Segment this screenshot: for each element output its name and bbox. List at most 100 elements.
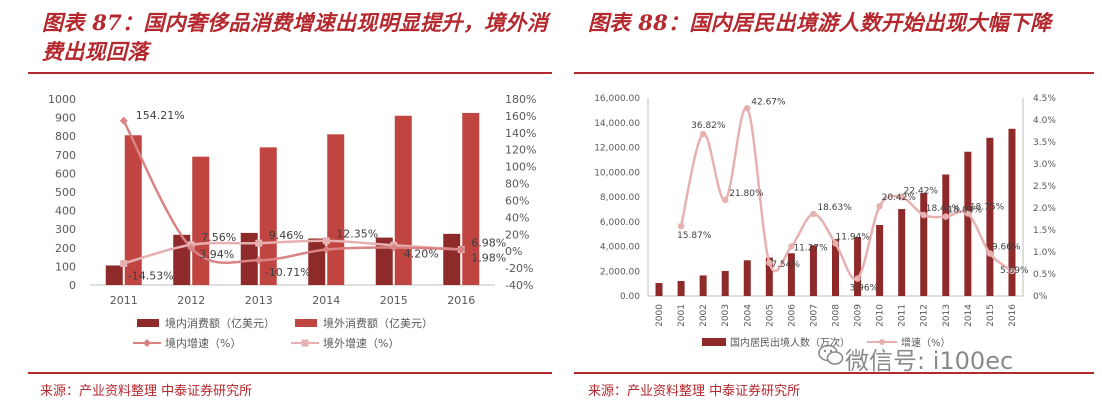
marker-growth-rate [677,222,685,230]
bar-outbound-trips [942,174,950,296]
y-left-tick: 500 [55,186,76,199]
y-right-tick: 120% [505,144,536,157]
x-tick-label: 2012 [920,304,930,327]
y-left-tick: 14,000.00 [594,119,640,129]
y-left-tick: 8,000.00 [600,193,640,203]
y-left-tick: 0.00 [620,292,640,302]
marker-growth-rate [964,210,972,217]
legend-label: 国内居民出境人数（万次） [730,336,850,349]
legend-swatch-overseas [295,319,317,327]
legend-label: 境外消费额（亿美元） [323,316,433,330]
x-tick-label: 2011 [110,294,138,307]
bar-domestic-consumption [443,233,461,285]
y-left-tick: 1000 [48,93,76,106]
y-right-tick: 40% [505,211,529,224]
growth-data-label: 21.80% [729,189,764,199]
bar-outbound-trips [655,283,663,296]
marker-growth-rate [832,240,839,247]
legend-swatch-domestic [137,319,159,327]
bar-outbound-trips [876,224,884,296]
marker-growth-rate [898,194,905,201]
y-left-tick: 6,000.00 [600,218,640,228]
chart-87-svg: 0 100 200 300 400 500 600 700 800 900 1000 -40% -20%… [48,93,536,350]
y-right-tick: 1.5% [1033,226,1056,236]
y-right-tick: 0% [1033,292,1048,302]
marker-growth-rate [1008,267,1016,275]
marker-growth-rate [766,259,773,267]
y-right-tick: -40% [505,279,533,292]
chart-title: 图表 87：国内奢侈品消费增速出现明显提升，境外消费出现回落 [42,10,549,64]
growth-data-label: 154.21% [136,109,185,122]
x-tick-label: 2004 [743,304,753,327]
legend-marker-domestic-growth [143,339,151,347]
y-left-tick: 2,000.00 [600,267,640,277]
growth-data-label: 9.66% [992,242,1021,252]
chart-source: 来源：产业资料整理 中泰证券研究所 [588,384,801,399]
growth-data-label: 18.75% [970,203,1005,213]
bar-domestic-consumption [308,238,326,285]
marker-overseas-growth [322,237,330,245]
y-right-tick: 60% [505,194,529,207]
y-left-tick: 200 [55,242,76,255]
marker-growth-rate [788,243,795,250]
source-rule [28,372,552,374]
bar-overseas-consumption [327,134,345,285]
legend-label: 增速（%） [901,336,951,349]
marker-domestic-growth [119,116,128,125]
chart-panel-88: 图表 88：国内居民出境游人数开始出现大幅下降 0.00 2,000.00 4,00… [574,0,1102,409]
y-left-tick: 700 [55,149,76,162]
marker-growth-rate [876,202,883,210]
growth-data-label: 3.96% [850,284,879,294]
y-right-tick: 3.5% [1033,138,1056,148]
marker-growth-rate [854,275,861,282]
marker-overseas-growth [255,239,263,247]
y-left-tick: 12,000.00 [594,144,640,154]
y-right-tick: 160% [505,110,536,123]
marker-overseas-growth [120,259,128,267]
y-left-tick: 16,000.00 [594,94,640,104]
wechat-icon [818,344,844,365]
growth-data-label: -14.53% [128,269,174,282]
x-tick-label: 2003 [721,304,731,327]
x-tick-label: 2013 [245,294,273,307]
x-tick-label: 2014 [312,294,340,307]
y-right-tick: 2.5% [1033,182,1056,192]
x-tick-label: 2007 [809,304,819,327]
growth-data-label: 9.46% [269,229,304,242]
x-tick-label: 2000 [655,304,665,327]
bar-outbound-trips [986,137,994,296]
bar-outbound-trips [699,275,707,296]
y-left-tick: 600 [55,167,76,180]
y-right-tick: 1.0% [1033,248,1056,258]
bar-domestic-consumption [375,237,393,285]
x-tick-label: 2014 [964,304,974,327]
growth-data-label: 22.42% [904,186,939,196]
marker-domestic-growth [457,245,466,254]
marker-domestic-growth [322,245,331,254]
y-left-tick: 0 [69,279,76,292]
growth-data-label: 11.27% [793,243,828,253]
bar-outbound-trips [765,257,773,296]
marker-growth-rate [810,210,817,218]
legend-label: 境内增速（%） [165,336,241,350]
growth-data-label: 42.67% [751,97,786,107]
bar-overseas-consumption [192,156,210,285]
growth-data-label: 5.69% [1000,266,1029,276]
chart-88-svg: 0.00 2,000.00 4,000.00 6,000.00 8,000.00 10,0… [594,94,1056,349]
marker-growth-rate [722,196,729,204]
y-left-tick: 400 [55,205,76,218]
y-left-tick: 100 [55,260,76,273]
chart-panel-87: 图表 87：国内奢侈品消费增速出现明显提升，境外消费出现回落 0 100 200 30… [28,10,552,399]
x-tick-label: 2011 [898,304,908,327]
growth-data-label: 6.98% [471,237,506,250]
bar-outbound-trips [832,239,839,296]
growth-data-label: 12.35% [336,228,378,241]
growth-data-label: 3.94% [199,248,234,261]
bar-outbound-trips [809,245,817,296]
growth-data-label: 18.63% [817,203,852,213]
x-tick-label: 2012 [177,294,205,307]
legend-label: 境内消费额（亿美元） [165,316,275,330]
y-right-tick: 4.0% [1033,116,1056,126]
marker-domestic-growth [187,244,196,253]
legend-marker-growth-rate [879,339,885,345]
